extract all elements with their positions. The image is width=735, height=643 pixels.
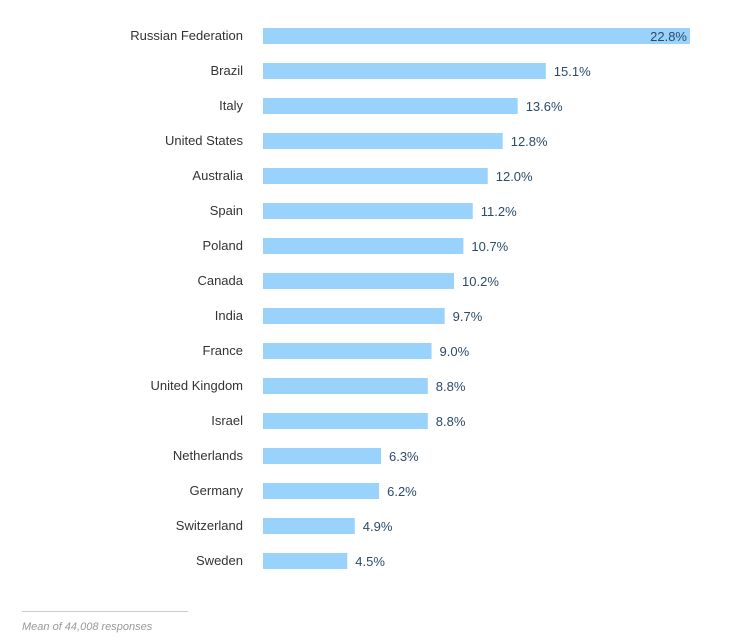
bar — [263, 133, 503, 149]
category-label: United States — [165, 133, 244, 148]
bar — [263, 63, 546, 79]
value-label: 12.8% — [511, 134, 548, 149]
footnote-divider — [22, 611, 188, 612]
bar — [263, 28, 690, 44]
bar — [263, 553, 348, 569]
category-label: Canada — [197, 273, 243, 288]
category-label: Australia — [192, 168, 243, 183]
category-label: Switzerland — [176, 518, 243, 533]
category-label: Sweden — [196, 553, 243, 568]
bar — [263, 308, 445, 324]
value-label: 13.6% — [526, 99, 563, 114]
bar — [263, 238, 464, 254]
value-label: 15.1% — [554, 64, 591, 79]
bar — [263, 98, 518, 114]
category-label: Russian Federation — [130, 28, 243, 43]
value-label: 12.0% — [496, 169, 533, 184]
category-label: Israel — [211, 413, 243, 428]
value-label: 9.0% — [440, 344, 470, 359]
value-label: 10.2% — [462, 274, 499, 289]
category-label: Poland — [203, 238, 243, 253]
category-label: United Kingdom — [151, 378, 244, 393]
value-label: 4.9% — [363, 519, 393, 534]
category-label: Italy — [219, 98, 243, 113]
category-label: India — [215, 308, 244, 323]
category-label: Spain — [210, 203, 243, 218]
bar — [263, 343, 432, 359]
value-label: 9.7% — [453, 309, 483, 324]
category-label: Germany — [190, 483, 244, 498]
bar — [263, 378, 428, 394]
value-label: 6.3% — [389, 449, 419, 464]
bar — [263, 203, 473, 219]
bar — [263, 448, 381, 464]
value-label: 6.2% — [387, 484, 417, 499]
bar — [263, 518, 355, 534]
value-label: 11.2% — [481, 204, 517, 219]
value-label: 22.8% — [650, 29, 687, 44]
category-label: Netherlands — [173, 448, 244, 463]
bar — [263, 483, 380, 499]
category-label: Brazil — [210, 63, 243, 78]
value-label: 8.8% — [436, 379, 466, 394]
bar — [263, 168, 488, 184]
category-label: France — [203, 343, 243, 358]
value-label: 10.7% — [471, 239, 508, 254]
value-label: 8.8% — [436, 414, 466, 429]
bar-chart: Russian Federation 22.8% Brazil 15.1% Italy 1… — [130, 28, 690, 569]
value-label: 4.5% — [355, 554, 385, 569]
footnote: Mean of 44,008 responses — [22, 621, 153, 633]
bar — [263, 413, 428, 429]
bar — [263, 273, 455, 289]
